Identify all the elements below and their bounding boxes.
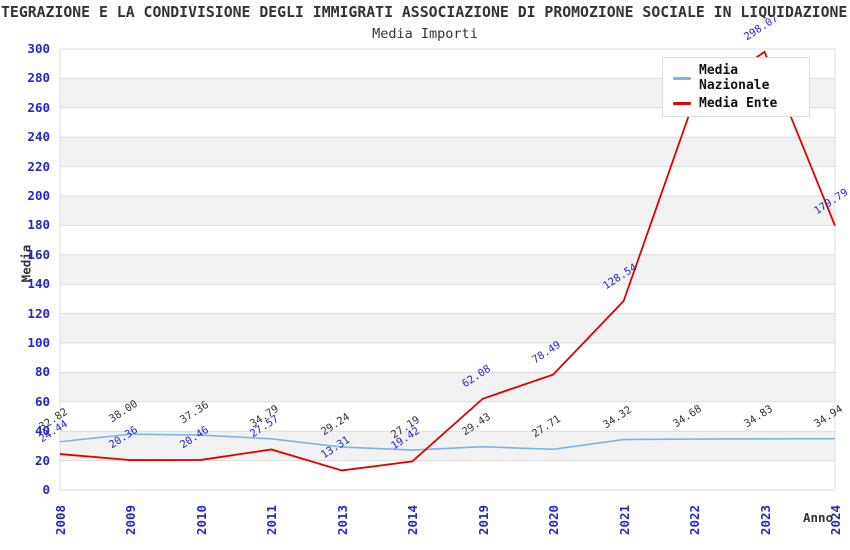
y-tick-label: 160	[27, 246, 50, 262]
x-tick-label: 2020	[545, 504, 561, 536]
y-tick-label: 200	[27, 188, 50, 203]
x-axis-title: Anno	[803, 510, 834, 525]
x-tick-label: 2023	[757, 504, 773, 536]
legend: Media Nazionale Media Ente	[662, 57, 810, 117]
y-tick-label: 180	[27, 217, 50, 233]
x-tick-label: 2014	[404, 504, 420, 536]
y-tick-label: 120	[27, 305, 50, 321]
y-tick-label: 60	[34, 393, 50, 409]
y-tick-label: 140	[27, 276, 50, 292]
x-tick-label: 2010	[193, 504, 209, 536]
x-tick-label: 2009	[122, 504, 138, 536]
y-tick-label: 20	[34, 452, 50, 468]
legend-item-media-ente[interactable]: Media Ente	[673, 96, 799, 111]
x-tick-label: 2022	[686, 504, 702, 536]
plot-band	[60, 137, 835, 167]
y-tick-label: 260	[27, 99, 50, 115]
y-tick-label: 300	[27, 41, 50, 56]
legend-swatch-ente-icon	[673, 102, 691, 105]
plot-band	[60, 313, 835, 343]
y-tick-label: 80	[34, 364, 50, 380]
legend-swatch-nazionale-icon	[673, 76, 691, 80]
plot-band	[60, 254, 835, 285]
y-tick-label: 0	[42, 482, 50, 497]
y-tick-label: 100	[27, 335, 50, 350]
plot-band	[60, 196, 835, 226]
y-tick-label: 40	[34, 423, 50, 439]
y-tick-label: 240	[27, 129, 50, 145]
series-line-media-nazionale	[59, 433, 836, 451]
chart-title: TEGRAZIONE E LA CONDIVISIONE DEGLI IMMIG…	[1, 4, 848, 21]
x-tick-label: 2008	[52, 504, 68, 536]
legend-label-nazionale: Media Nazionale	[699, 63, 770, 93]
x-tick-label: 2019	[475, 504, 491, 536]
y-tick-label: 280	[27, 70, 50, 86]
plot-band	[60, 372, 835, 402]
legend-label-ente: Media Ente	[699, 96, 778, 111]
y-tick-label: 220	[27, 158, 50, 174]
y-axis-title: Media	[18, 244, 34, 283]
chart-subtitle: Media Importi	[372, 26, 478, 42]
x-tick-label: 2021	[616, 504, 632, 536]
x-tick-label: 2011	[263, 504, 279, 536]
legend-item-media-nazionale[interactable]: Media Nazionale	[673, 63, 799, 93]
x-tick-label: 2013	[334, 504, 350, 536]
plot-band	[60, 431, 835, 461]
